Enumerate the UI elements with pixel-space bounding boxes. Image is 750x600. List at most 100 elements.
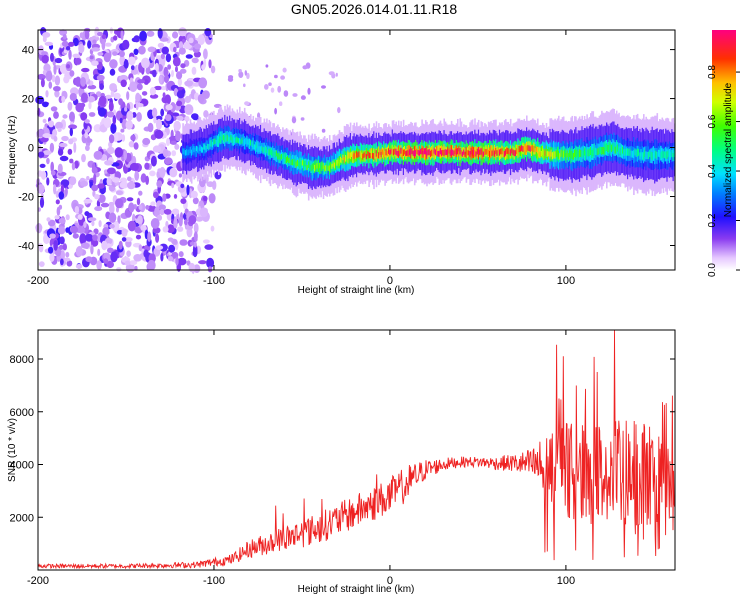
spectrogram-cell: [42, 28, 47, 34]
spectrogram-cell: [178, 251, 184, 258]
spectrogram-cell: [195, 146, 198, 158]
spectrogram-cell: [379, 149, 381, 161]
spectrogram-cell: [93, 124, 102, 133]
spectrogram-cell: [227, 77, 234, 82]
spectrogram-cell: [81, 67, 90, 73]
spectrogram-cell: [413, 150, 416, 157]
spectrogram-cell: [319, 163, 321, 174]
spectrogram-cell: [106, 111, 115, 118]
spectrogram-cell: [167, 237, 174, 242]
spectrogram-cell: [135, 234, 142, 240]
spectrogram-cell: [368, 151, 370, 159]
spectrogram-cell: [581, 150, 583, 158]
spectrogram-cell: [644, 149, 646, 158]
spectrogram-cell: [210, 140, 213, 147]
spectrogram-cell: [447, 149, 449, 155]
spectrogram-cell: [162, 226, 169, 233]
spectrogram-cell: [374, 153, 376, 159]
spectrogram-cell: [234, 137, 236, 144]
spectrogram-cell: [425, 148, 427, 155]
spectrogram-cell: [608, 143, 611, 151]
spectrogram-cell: [198, 77, 208, 89]
spectrogram-cell: [656, 151, 659, 160]
spectrogram-cell: [628, 148, 630, 156]
spectrogram-cell: [118, 240, 123, 250]
spectrogram-cell: [570, 150, 572, 159]
spectrogram-cell: [165, 220, 169, 228]
spectrogram-cell: [291, 158, 294, 166]
spectrogram-cell: [55, 190, 60, 198]
spectrogram-cell: [479, 149, 481, 155]
spectrogram-cell: [270, 87, 275, 93]
spectrogram-cell: [417, 150, 420, 156]
spectrogram-cell: [631, 150, 634, 158]
spectrogram-cell: [533, 146, 535, 153]
spectrogram-cell: [157, 42, 165, 48]
colorbar-tick-label: 0.2: [707, 213, 718, 227]
x-tick-label: -200: [27, 575, 49, 587]
spectrogram-cell: [130, 68, 139, 75]
spectrogram-cell: [655, 150, 657, 159]
spectrogram-cell: [66, 64, 71, 69]
spectrogram-cell: [283, 90, 289, 97]
spectrogram-cell: [73, 142, 77, 154]
spectrogram-cell: [206, 181, 214, 188]
spectrogram-cell: [391, 148, 394, 155]
spectrogram-cell: [185, 54, 193, 59]
spectrogram-cell: [58, 217, 66, 224]
spectrogram-cell: [396, 150, 399, 157]
spectrogram-cell: [566, 150, 569, 158]
spectrogram-cell: [96, 74, 105, 81]
spectrogram-cell: [186, 184, 190, 196]
spectrogram-cell: [578, 149, 581, 158]
spectrogram-cell: [180, 183, 185, 189]
spectrogram-cell: [215, 139, 218, 146]
spectrogram-cell: [153, 116, 157, 124]
spectrogram-cell: [397, 150, 400, 158]
spectrogram-cell: [80, 180, 88, 187]
spectrogram-cell: [481, 150, 484, 156]
spectrogram-cell: [58, 142, 68, 148]
spectrogram-cell: [134, 170, 140, 181]
spectrogram-cell: [53, 240, 58, 251]
spectrogram-cell: [126, 110, 134, 121]
spectrogram-cell: [561, 149, 564, 157]
spectrogram-cell: [283, 153, 285, 160]
spectrogram-cell: [493, 150, 496, 157]
spectrogram-cell: [97, 183, 105, 189]
spectrogram-cell: [577, 151, 580, 159]
spectrogram-cell: [633, 150, 635, 159]
spectrogram-cell: [101, 39, 106, 51]
spectrogram-cell: [162, 193, 167, 202]
spectrogram-cell: [123, 149, 127, 161]
spectrogram-cell: [158, 204, 166, 210]
spectrogram-cell: [412, 150, 415, 156]
spectrogram-cell: [237, 138, 240, 144]
spectrogram-cell: [109, 83, 117, 92]
spectrogram-cell: [285, 157, 288, 164]
spectrogram-cell: [126, 197, 134, 202]
spectrogram-cell: [159, 37, 169, 42]
spectrogram-cell: [50, 106, 58, 112]
spectrogram-cell: [55, 121, 63, 130]
spectrogram-cell: [147, 231, 152, 242]
spectrogram-cell: [490, 150, 492, 158]
spectrogram-cell: [128, 202, 135, 213]
spectrogram-cell: [63, 75, 70, 84]
spectrogram-cell: [161, 86, 166, 91]
spectrogram-cell: [491, 150, 494, 157]
spectrogram-cell: [69, 70, 75, 77]
spectrogram-cell: [193, 241, 197, 248]
spectrogram-cell: [383, 151, 385, 158]
spectrogram-cell: [85, 145, 90, 151]
spectrogram-cell: [660, 152, 662, 160]
spectrogram-cell: [65, 214, 70, 221]
spectrogram-cell: [85, 256, 93, 263]
spectrogram-cell: [76, 227, 86, 233]
spectrogram-cell: [222, 135, 225, 141]
spectrogram-cell: [144, 162, 150, 170]
spectrogram-cell: [360, 152, 363, 159]
spectrogram-cell: [50, 161, 54, 173]
spectrogram-cell: [378, 152, 380, 159]
